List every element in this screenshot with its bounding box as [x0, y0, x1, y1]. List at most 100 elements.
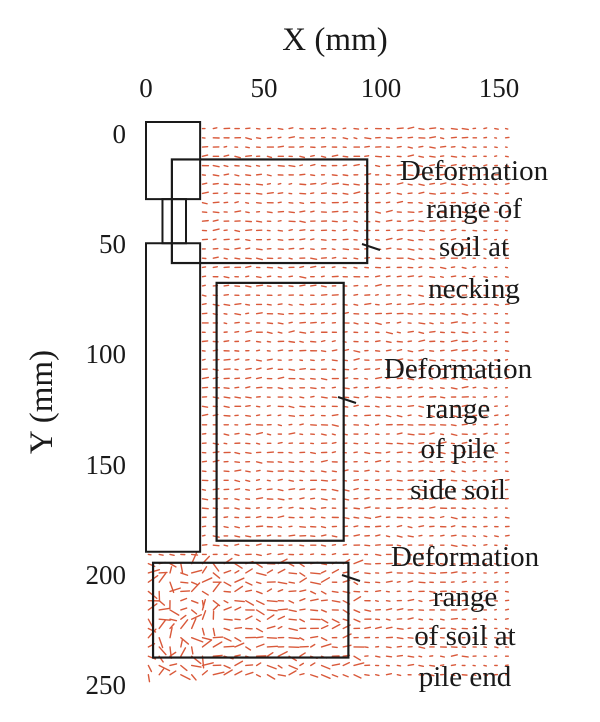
displacement-vector — [396, 506, 404, 509]
displacement-vector — [450, 488, 457, 491]
displacement-vector — [245, 367, 252, 370]
displacement-vector — [255, 487, 262, 491]
displacement-vector — [223, 257, 228, 260]
displacement-vector — [223, 599, 229, 604]
displacement-vector — [190, 582, 201, 593]
displacement-vector — [299, 652, 306, 657]
displacement-vector — [255, 257, 263, 261]
displacement-vector — [234, 498, 240, 501]
displacement-vector — [504, 414, 510, 417]
displacement-vector — [331, 451, 337, 454]
displacement-vector — [504, 164, 510, 167]
displacement-vector — [407, 442, 415, 445]
displacement-vector — [450, 228, 457, 232]
displacement-vector — [299, 155, 306, 159]
displacement-vector — [245, 164, 252, 168]
displacement-vector — [223, 581, 232, 587]
displacement-vector — [201, 577, 213, 583]
displacement-vector — [418, 358, 423, 361]
displacement-vector — [494, 303, 499, 306]
displacement-vector — [353, 655, 362, 661]
displacement-vector — [439, 303, 445, 306]
displacement-vector — [288, 581, 296, 584]
displacement-vector — [169, 587, 181, 593]
displacement-vector — [418, 646, 426, 649]
displacement-vector — [461, 368, 466, 370]
displacement-vector — [407, 368, 414, 372]
displacement-vector — [190, 614, 202, 620]
displacement-vector — [201, 358, 206, 361]
displacement-vector — [201, 284, 206, 287]
displacement-vector — [255, 461, 263, 464]
displacement-vector — [407, 275, 415, 278]
displacement-vector — [364, 506, 371, 509]
displacement-vector — [396, 293, 402, 296]
displacement-vector — [190, 674, 197, 681]
displacement-vector — [223, 154, 230, 158]
displacement-vector — [310, 265, 317, 269]
displacement-vector — [255, 164, 261, 167]
displacement-vector — [299, 572, 306, 577]
displacement-vector — [418, 191, 425, 195]
displacement-vector — [288, 257, 293, 260]
displacement-vector — [255, 609, 265, 616]
displacement-vector-field — [147, 126, 510, 683]
displacement-vector — [461, 580, 468, 583]
displacement-vector — [450, 433, 458, 437]
annotation-line: Deformation — [384, 353, 533, 385]
displacement-vector — [374, 553, 382, 557]
displacement-vector — [396, 127, 404, 130]
displacement-vector — [277, 615, 286, 620]
displacement-vector — [288, 432, 296, 435]
displacement-vector — [223, 645, 235, 648]
displacement-vector — [374, 376, 383, 380]
displacement-vector — [364, 451, 371, 455]
displacement-vector — [450, 349, 458, 352]
displacement-vector — [266, 367, 273, 370]
displacement-vector — [331, 127, 337, 130]
displacement-vector — [342, 543, 347, 546]
displacement-vector — [385, 192, 391, 195]
displacement-vector — [483, 674, 489, 677]
displacement-vector — [450, 136, 458, 139]
displacement-vector — [234, 654, 241, 657]
displacement-vector — [483, 535, 488, 538]
displacement-vector — [385, 247, 392, 250]
displacement-vector — [223, 248, 230, 251]
displacement-vector — [450, 664, 457, 667]
displacement-vector — [255, 599, 265, 606]
displacement-vector — [245, 211, 250, 214]
displacement-vector — [429, 516, 435, 519]
displacement-vector — [353, 183, 360, 186]
displacement-vector — [277, 387, 284, 390]
displacement-vector — [277, 331, 283, 334]
displacement-vector — [299, 220, 306, 224]
displacement-vector — [450, 387, 458, 390]
x-axis-label: X (mm) — [282, 22, 387, 58]
displacement-vector — [429, 174, 435, 177]
displacement-vector — [277, 608, 289, 611]
displacement-vector — [439, 469, 445, 472]
displacement-vector — [385, 580, 393, 583]
displacement-vector — [342, 644, 352, 648]
x-tick-label: 0 — [139, 73, 153, 103]
displacement-vector — [180, 597, 188, 602]
displacement-vector — [439, 451, 446, 455]
y-tick-label: 150 — [86, 450, 127, 480]
displacement-vector — [331, 413, 339, 417]
displacement-vector — [407, 663, 415, 667]
displacement-vector — [483, 210, 488, 213]
displacement-vector — [461, 331, 469, 334]
displacement-vector — [385, 376, 391, 380]
displacement-vector — [494, 646, 499, 649]
displacement-vector — [212, 201, 220, 204]
displacement-vector — [364, 674, 370, 677]
displacement-vector — [299, 201, 305, 205]
displacement-vector — [461, 404, 469, 407]
displacement-vector — [450, 321, 458, 324]
displacement-vector — [374, 599, 379, 602]
displacement-vector — [353, 581, 359, 586]
displacement-vector — [288, 211, 296, 214]
displacement-vector — [385, 303, 393, 306]
displacement-vector — [472, 238, 477, 241]
